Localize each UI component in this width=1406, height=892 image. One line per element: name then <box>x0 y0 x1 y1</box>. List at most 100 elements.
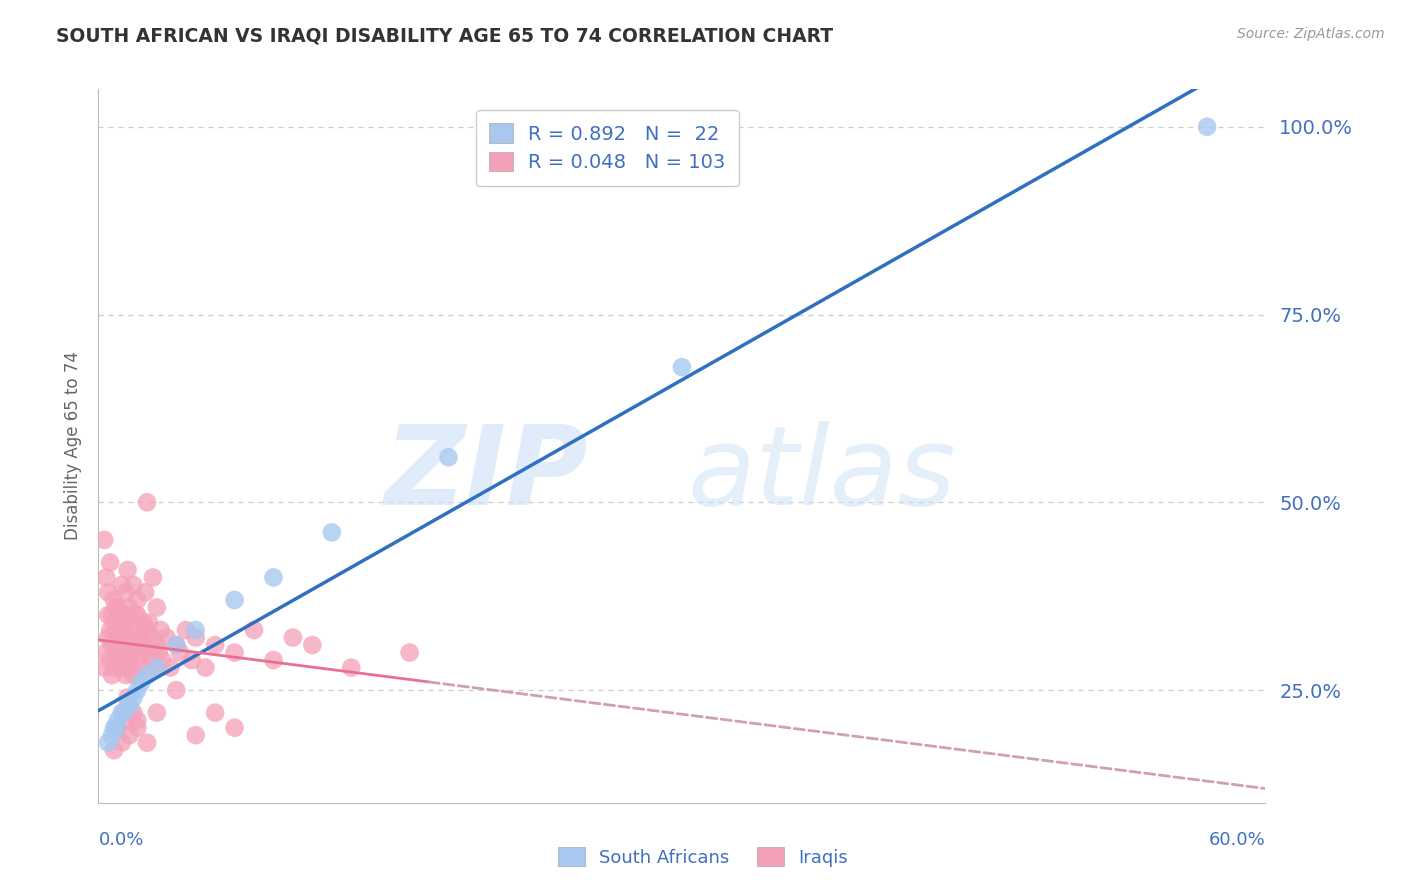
Point <box>93 660 115 674</box>
Point <box>142 631 165 645</box>
Point <box>122 578 145 592</box>
Point <box>107 653 129 667</box>
Point <box>129 660 152 674</box>
Point <box>114 713 136 727</box>
Point <box>184 728 207 742</box>
Point <box>103 593 125 607</box>
Point <box>124 607 146 622</box>
Point <box>127 593 149 607</box>
Point <box>121 623 143 637</box>
Point <box>118 631 141 645</box>
Point <box>224 721 246 735</box>
Point <box>114 585 136 599</box>
Point <box>149 623 172 637</box>
Point <box>127 721 149 735</box>
Point <box>134 638 156 652</box>
Point <box>103 660 125 674</box>
Legend: R = 0.892   N =  22, R = 0.048   N = 103: R = 0.892 N = 22, R = 0.048 N = 103 <box>475 110 740 186</box>
Point <box>148 646 170 660</box>
Point <box>98 653 121 667</box>
Point <box>122 668 145 682</box>
Point <box>224 646 246 660</box>
Point <box>134 585 156 599</box>
Point <box>138 615 160 630</box>
Text: SOUTH AFRICAN VS IRAQI DISABILITY AGE 65 TO 74 CORRELATION CHART: SOUTH AFRICAN VS IRAQI DISABILITY AGE 65… <box>56 27 834 45</box>
Point <box>107 713 129 727</box>
Point <box>146 600 169 615</box>
Point <box>107 721 129 735</box>
Point <box>118 728 141 742</box>
Point <box>321 525 343 540</box>
Point <box>184 623 207 637</box>
Point <box>671 360 693 375</box>
Point <box>104 721 127 735</box>
Point <box>111 623 134 637</box>
Point <box>121 646 143 660</box>
Point <box>204 706 226 720</box>
Point <box>122 690 145 705</box>
Point <box>136 668 159 682</box>
Point <box>114 638 136 652</box>
Point <box>97 631 120 645</box>
Point <box>112 615 135 630</box>
Point <box>165 638 187 652</box>
Point <box>111 660 134 674</box>
Point <box>103 743 125 757</box>
Point <box>117 653 139 667</box>
Point <box>146 660 169 674</box>
Point <box>1195 120 1218 134</box>
Point <box>104 623 127 637</box>
Point <box>97 585 120 599</box>
Point <box>127 683 149 698</box>
Point <box>117 690 139 705</box>
Point <box>124 638 146 652</box>
Point <box>340 660 363 674</box>
Point <box>155 631 177 645</box>
Point <box>117 698 139 713</box>
Point <box>96 570 118 584</box>
Point <box>118 660 141 674</box>
Point <box>152 653 174 667</box>
Point <box>146 706 169 720</box>
Point <box>180 653 202 667</box>
Point <box>281 631 304 645</box>
Point <box>117 607 139 622</box>
Point <box>97 736 120 750</box>
Point <box>108 607 131 622</box>
Point <box>101 638 124 652</box>
Point <box>101 607 124 622</box>
Text: 60.0%: 60.0% <box>1209 831 1265 849</box>
Point <box>129 631 152 645</box>
Point <box>136 668 159 682</box>
Point <box>204 638 226 652</box>
Point <box>136 495 159 509</box>
Point <box>101 728 124 742</box>
Point <box>107 631 129 645</box>
Point <box>93 533 115 547</box>
Point <box>398 646 420 660</box>
Point <box>136 736 159 750</box>
Point <box>127 607 149 622</box>
Point <box>114 668 136 682</box>
Point <box>107 600 129 615</box>
Point <box>159 660 181 674</box>
Point <box>97 607 120 622</box>
Text: Source: ZipAtlas.com: Source: ZipAtlas.com <box>1237 27 1385 41</box>
Y-axis label: Disability Age 65 to 74: Disability Age 65 to 74 <box>63 351 82 541</box>
Point <box>111 736 134 750</box>
Point <box>118 600 141 615</box>
Point <box>112 646 135 660</box>
Point <box>129 675 152 690</box>
Point <box>108 638 131 652</box>
Point <box>194 660 217 674</box>
Point <box>136 623 159 637</box>
Point <box>224 593 246 607</box>
Point <box>122 706 145 720</box>
Point <box>118 698 141 713</box>
Point <box>112 631 135 645</box>
Text: ZIP: ZIP <box>385 421 589 528</box>
Point <box>128 646 150 660</box>
Point <box>98 556 121 570</box>
Text: 0.0%: 0.0% <box>98 831 143 849</box>
Legend: South Africans, Iraqis: South Africans, Iraqis <box>551 840 855 874</box>
